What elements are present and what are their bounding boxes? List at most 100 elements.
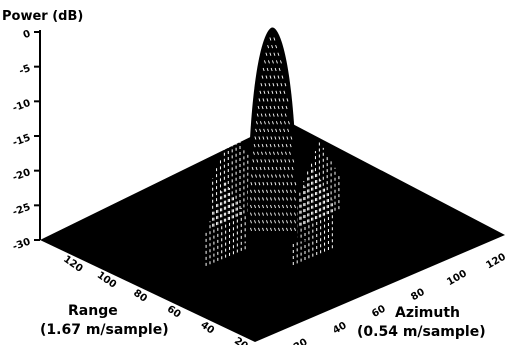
mesh-line <box>283 166 286 171</box>
mesh-line <box>282 227 284 232</box>
mesh-line <box>278 197 280 201</box>
mesh-line <box>278 220 280 224</box>
mesh-line <box>270 189 272 193</box>
mesh-line <box>250 197 252 201</box>
mesh-line <box>285 105 288 110</box>
mesh-line <box>275 128 278 133</box>
power-tick-label: -5 <box>18 63 32 77</box>
mesh-line <box>269 105 272 110</box>
mesh-line <box>275 44 278 49</box>
mesh-line <box>268 113 271 117</box>
mesh-line <box>279 174 281 178</box>
mesh-line <box>257 105 260 110</box>
mesh-line <box>291 174 293 178</box>
mesh-line <box>262 197 264 201</box>
mesh-line <box>258 136 261 140</box>
mesh-line <box>272 83 275 87</box>
mesh-line <box>266 67 269 72</box>
mesh-line <box>250 212 252 216</box>
mesh-line <box>263 90 266 94</box>
mesh-line <box>289 151 291 155</box>
mesh-line <box>282 204 284 209</box>
mesh-line <box>270 67 273 72</box>
mesh-line <box>273 105 276 110</box>
mesh-line <box>273 52 276 56</box>
azimuth-tick-label: 60 <box>370 303 388 320</box>
mesh-line <box>276 83 279 87</box>
mesh-line <box>258 182 261 186</box>
mesh-line <box>280 60 282 64</box>
mesh-line <box>250 182 253 186</box>
mesh-line <box>274 189 276 193</box>
mesh-line <box>266 204 268 209</box>
mesh-line <box>265 151 267 155</box>
mesh-line <box>259 90 262 94</box>
mesh-line <box>270 212 272 216</box>
mesh-line <box>254 204 256 209</box>
mesh-line <box>283 174 285 178</box>
mesh-line <box>258 212 260 216</box>
mesh-line <box>287 166 290 171</box>
mesh-line <box>252 159 255 163</box>
mesh-line <box>260 83 263 87</box>
mesh-line <box>274 67 277 72</box>
mesh-line <box>267 121 270 125</box>
mesh-line <box>260 159 263 163</box>
mesh-line <box>271 90 274 94</box>
mesh-line <box>266 98 269 102</box>
mesh-line <box>258 204 260 209</box>
mesh-line <box>277 143 280 148</box>
mesh-line <box>271 128 274 133</box>
mesh-line <box>278 98 281 102</box>
mesh-line <box>282 136 285 140</box>
mesh-line <box>250 189 252 193</box>
mesh-line <box>268 83 271 87</box>
azimuth-axis-sublabel: (0.54 m/sample) <box>357 324 486 340</box>
mesh-line <box>274 227 276 232</box>
mesh-line <box>267 174 269 178</box>
mesh-line <box>268 60 270 64</box>
mesh-line <box>266 220 268 224</box>
mesh-line <box>273 37 276 41</box>
mesh-line <box>281 105 284 110</box>
mesh-line <box>263 174 265 178</box>
mesh-line <box>285 151 287 155</box>
mesh-line <box>283 121 286 125</box>
mesh-line <box>277 105 280 110</box>
mesh-line <box>266 182 269 186</box>
azimuth-tick-label: 80 <box>409 287 427 304</box>
mesh-line <box>270 227 272 232</box>
mesh-line <box>262 182 265 186</box>
mesh-line <box>254 212 256 216</box>
mesh-line <box>265 143 268 148</box>
mesh-line <box>283 128 286 133</box>
mesh-line <box>254 136 257 140</box>
mesh-line <box>262 212 264 216</box>
mesh-line <box>272 60 274 64</box>
mesh-line <box>292 159 295 163</box>
mesh-line <box>262 220 264 224</box>
mesh-line <box>279 128 282 133</box>
mesh-line <box>258 189 260 193</box>
mesh-line <box>264 83 267 87</box>
mesh-line <box>279 90 282 94</box>
mesh-line <box>268 159 271 163</box>
mesh-line <box>273 75 276 79</box>
mesh-line <box>286 197 288 201</box>
azimuth-tick-label: 100 <box>445 268 469 288</box>
power-tick-label: -15 <box>11 132 32 149</box>
mesh-line <box>282 220 284 224</box>
mesh-line <box>267 44 270 49</box>
mesh-line <box>274 220 276 224</box>
mesh-line <box>274 212 276 216</box>
mesh-line <box>276 159 279 163</box>
mesh-line <box>287 128 290 133</box>
mesh-line <box>259 166 262 171</box>
mesh-line <box>275 90 278 94</box>
mesh-line <box>250 227 252 232</box>
mesh-line <box>270 98 273 102</box>
mesh-line <box>267 128 270 133</box>
azimuth-tick-label: 20 <box>292 337 310 345</box>
mesh-line <box>261 75 264 79</box>
mesh-line <box>271 44 274 49</box>
